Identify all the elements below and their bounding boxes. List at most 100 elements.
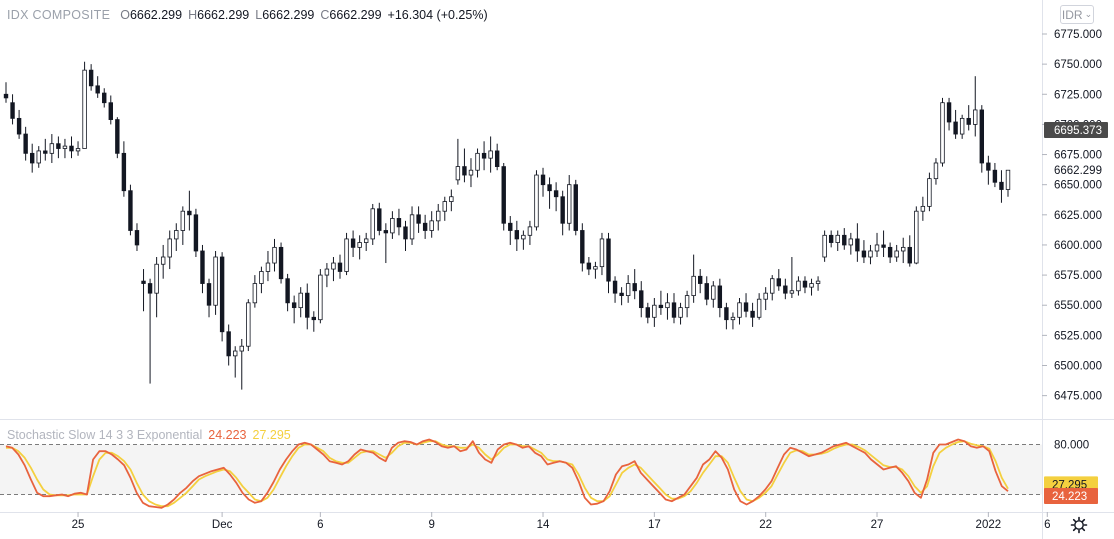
candle-body	[298, 292, 303, 309]
candle-body	[16, 117, 22, 135]
candle-body	[632, 283, 637, 292]
candle-body	[154, 263, 159, 294]
candle-body	[377, 208, 382, 231]
open-value: 6662.299	[129, 8, 183, 22]
candle-body	[390, 218, 395, 234]
candle-body	[678, 307, 683, 318]
main-legend: IDX COMPOSITE O6662.299 H6662.299 L6662.299…	[7, 8, 488, 22]
candle-body	[711, 285, 716, 300]
candle	[894, 244, 899, 262]
candle	[920, 196, 926, 221]
candle	[979, 105, 985, 173]
candle	[724, 302, 729, 330]
candle-body	[69, 145, 74, 152]
candle-body	[521, 234, 526, 240]
candle-body	[337, 262, 343, 272]
candle-body	[1005, 169, 1011, 190]
candle-body	[973, 109, 978, 125]
stochastic-legend[interactable]: Stochastic Slow 14 3 3 Exponential 24.223…	[7, 428, 291, 442]
candle-body	[226, 331, 231, 357]
candle-body	[363, 238, 369, 243]
candle	[121, 141, 127, 197]
candle-body	[894, 250, 899, 258]
candle	[534, 170, 539, 231]
candle-body	[901, 246, 906, 252]
candle	[10, 94, 15, 125]
candle-body	[645, 307, 651, 318]
candle-body	[3, 93, 9, 99]
candle	[514, 220, 520, 251]
candle	[422, 214, 428, 239]
candle-body	[383, 230, 389, 234]
candle-body	[174, 230, 179, 240]
candle-body	[887, 246, 893, 258]
candle	[625, 275, 631, 303]
candle-body	[730, 316, 736, 321]
candle	[842, 228, 847, 250]
candle-body	[449, 196, 454, 202]
stochastic-lines	[5, 438, 1009, 509]
time-tick-label: 22	[759, 519, 772, 531]
candle-body	[697, 275, 703, 284]
symbol-name: IDX COMPOSITE	[7, 8, 111, 22]
candle	[927, 172, 932, 212]
candle	[36, 146, 41, 168]
highlight-price-label: 6695.373	[1054, 125, 1102, 137]
candle	[1005, 169, 1011, 197]
high-label: H	[188, 8, 198, 22]
candle	[462, 148, 467, 183]
candle	[750, 302, 755, 327]
candle	[822, 230, 827, 262]
candle	[468, 158, 474, 188]
time-tick-label: 9	[428, 519, 434, 531]
candle-body	[586, 262, 592, 270]
candle	[580, 223, 585, 272]
open-label: O	[120, 8, 130, 22]
candle-body	[350, 238, 356, 248]
candle	[946, 97, 952, 131]
candle	[252, 275, 258, 308]
candle-body	[10, 102, 15, 119]
candle-body	[959, 117, 965, 135]
candle	[959, 114, 965, 139]
candle-body	[324, 268, 330, 276]
currency-dropdown[interactable]: IDR ⌄	[1060, 5, 1094, 24]
candle	[16, 109, 22, 139]
candle	[390, 211, 395, 239]
candle	[547, 177, 552, 209]
candle	[914, 206, 919, 265]
candle	[645, 302, 651, 324]
candle-body	[560, 196, 565, 224]
candle-body	[796, 280, 801, 292]
candle	[776, 269, 781, 291]
candle-body	[815, 280, 821, 284]
candle-body	[553, 190, 559, 198]
candle-body	[737, 302, 742, 318]
last-price-label: 6662.299	[1054, 165, 1102, 177]
candle-body	[855, 238, 860, 252]
price-tick-label: 6550.000	[1054, 300, 1102, 312]
stochastic-k-axis-label: 24.223	[1052, 491, 1087, 503]
candle-body	[36, 150, 41, 164]
candle	[442, 196, 447, 221]
candle	[102, 88, 107, 108]
close-label: C	[320, 8, 330, 22]
candle-body	[593, 266, 598, 270]
candle	[213, 250, 218, 315]
candle	[593, 261, 598, 279]
candle-body	[167, 238, 172, 258]
candle-body	[547, 184, 552, 192]
candle	[855, 223, 860, 262]
candle-body	[665, 302, 670, 309]
candle	[429, 211, 434, 238]
candle	[311, 311, 317, 332]
time-tick-label: 17	[648, 519, 661, 531]
candle-body	[750, 310, 755, 318]
candle-body	[370, 208, 375, 240]
candle-body	[743, 302, 749, 312]
candle-body	[986, 162, 991, 171]
candle	[259, 266, 264, 294]
gear-icon[interactable]	[1070, 516, 1088, 534]
candle-body	[455, 166, 461, 181]
